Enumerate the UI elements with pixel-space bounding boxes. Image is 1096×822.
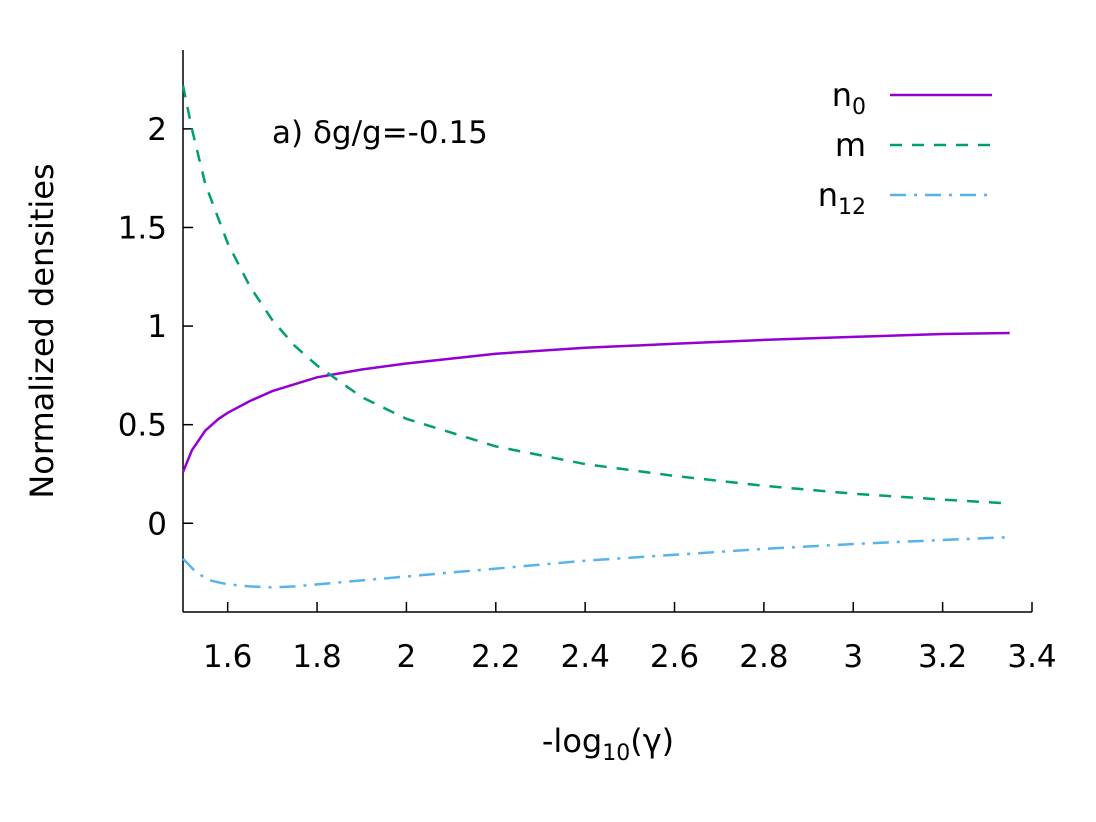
x-axis-title-subscript: 10 xyxy=(602,741,630,766)
x-axis-title: -log10(γ) xyxy=(542,722,674,766)
legend-label-n12: n12 xyxy=(818,176,866,220)
y-tick-label: 1.5 xyxy=(118,210,167,246)
x-ticks: 1.6 1.8 2 2.2 2.4 2.6 2.8 3 3.2 3.4 xyxy=(203,602,1057,675)
legend-label-n0: n0 xyxy=(832,76,866,120)
y-tick-label: 2 xyxy=(147,112,167,148)
series-line-m xyxy=(181,85,1010,505)
x-tick-label: 2.2 xyxy=(471,639,520,675)
series-lines xyxy=(181,85,1010,589)
x-tick-label: 2 xyxy=(397,639,417,675)
x-tick-label: 3.4 xyxy=(1007,639,1056,675)
x-axis-title-prefix: -log xyxy=(542,722,602,760)
series-line-n12 xyxy=(182,535,1010,589)
legend: n0 m n12 xyxy=(818,76,992,220)
x-axis-title-suffix: (γ) xyxy=(630,722,674,760)
y-ticks: 0 0.5 1 1.5 2 xyxy=(118,112,193,542)
x-tick-label: 3.2 xyxy=(918,639,967,675)
y-tick-label: 1 xyxy=(147,309,167,345)
x-tick-label: 1.6 xyxy=(203,639,252,675)
legend-label-m: m xyxy=(835,126,866,164)
y-axis-title: Normalized densities xyxy=(23,163,61,498)
series-line-n0 xyxy=(181,331,1010,473)
x-tick-label: 3 xyxy=(843,639,863,675)
x-tick-label: 2.6 xyxy=(650,639,699,675)
axes xyxy=(182,50,1032,613)
y-tick-label: 0 xyxy=(147,506,167,542)
chart-annotation: a) δg/g=-0.15 xyxy=(272,115,488,151)
x-tick-label: 2.8 xyxy=(739,639,788,675)
x-tick-label: 1.8 xyxy=(292,639,341,675)
y-tick-label: 0.5 xyxy=(118,408,167,444)
x-tick-label: 2.4 xyxy=(561,639,610,675)
